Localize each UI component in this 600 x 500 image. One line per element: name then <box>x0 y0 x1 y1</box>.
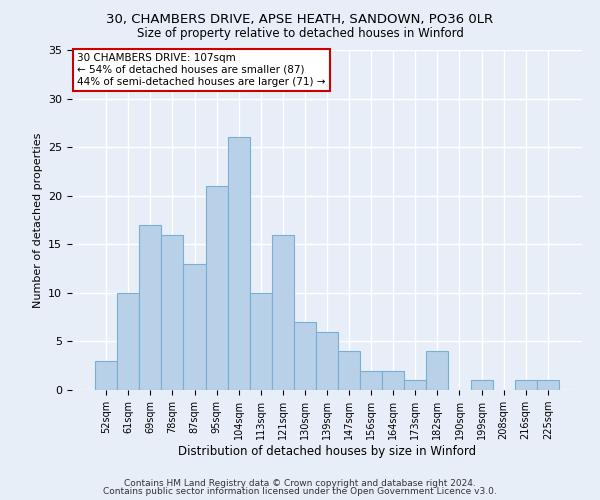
Bar <box>382 370 404 390</box>
Text: Size of property relative to detached houses in Winford: Size of property relative to detached ho… <box>137 28 463 40</box>
Bar <box>139 225 161 390</box>
Bar <box>360 370 382 390</box>
Bar <box>95 361 117 390</box>
Bar <box>161 234 184 390</box>
Bar <box>294 322 316 390</box>
Text: Contains public sector information licensed under the Open Government Licence v3: Contains public sector information licen… <box>103 487 497 496</box>
X-axis label: Distribution of detached houses by size in Winford: Distribution of detached houses by size … <box>178 445 476 458</box>
Bar <box>184 264 206 390</box>
Bar <box>117 293 139 390</box>
Text: Contains HM Land Registry data © Crown copyright and database right 2024.: Contains HM Land Registry data © Crown c… <box>124 478 476 488</box>
Text: 30 CHAMBERS DRIVE: 107sqm
← 54% of detached houses are smaller (87)
44% of semi-: 30 CHAMBERS DRIVE: 107sqm ← 54% of detac… <box>77 54 326 86</box>
Bar <box>316 332 338 390</box>
Bar <box>427 351 448 390</box>
Bar <box>404 380 427 390</box>
Bar <box>537 380 559 390</box>
Bar <box>470 380 493 390</box>
Bar <box>515 380 537 390</box>
Bar <box>227 138 250 390</box>
Bar <box>272 234 294 390</box>
Y-axis label: Number of detached properties: Number of detached properties <box>32 132 43 308</box>
Bar <box>338 351 360 390</box>
Bar <box>206 186 227 390</box>
Bar <box>250 293 272 390</box>
Text: 30, CHAMBERS DRIVE, APSE HEATH, SANDOWN, PO36 0LR: 30, CHAMBERS DRIVE, APSE HEATH, SANDOWN,… <box>106 12 494 26</box>
